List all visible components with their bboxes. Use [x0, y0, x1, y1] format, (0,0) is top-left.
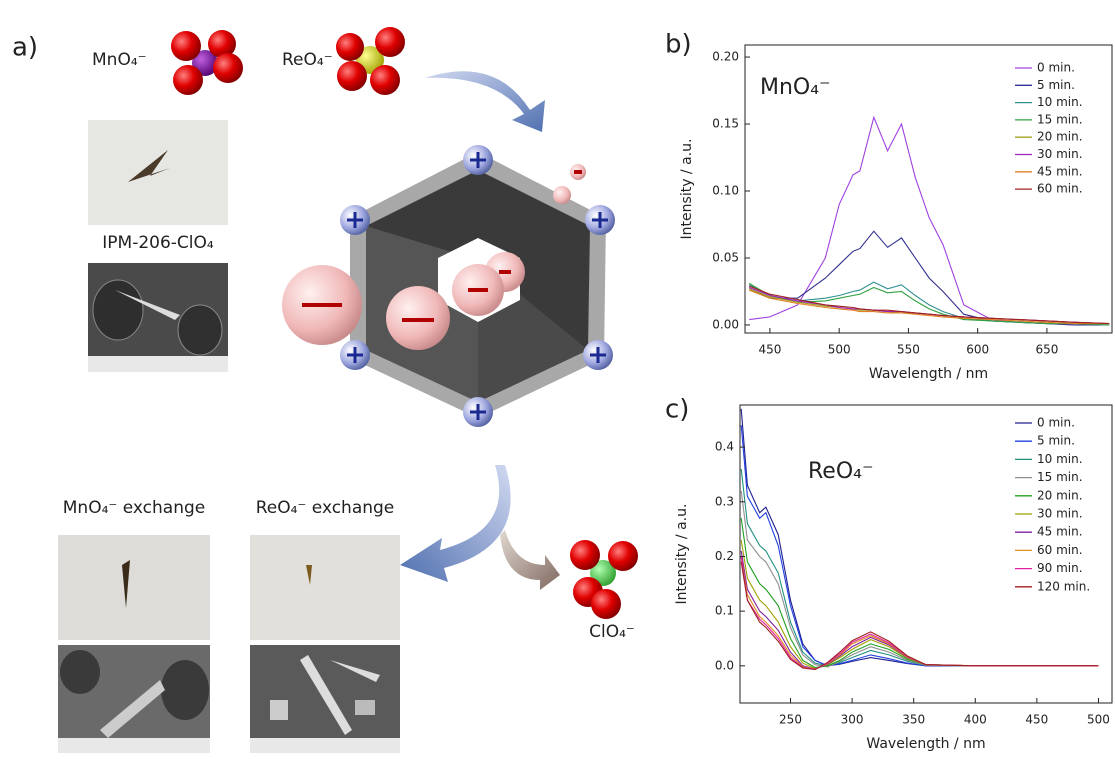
panel-a: a) MnO₄⁻ ReO₄⁻ IPM-206-ClO₄ ClO₄⁻ MnO: [12, 27, 638, 753]
y-tick-label: 0.1: [715, 604, 734, 618]
ion-label: MnO₄⁻: [92, 50, 147, 70]
x-axis-label: Wavelength / nm: [866, 736, 985, 752]
photo-label: MnO₄⁻ exchange: [63, 498, 206, 518]
x-tick-label: 400: [964, 713, 987, 727]
figure: a) MnO₄⁻ ReO₄⁻ IPM-206-ClO₄ ClO₄⁻ MnO: [0, 0, 1115, 755]
legend-label: 5 min.: [1037, 78, 1075, 92]
series-line: [741, 540, 1098, 669]
y-tick-label: 0.3: [715, 494, 734, 508]
y-tick-label: 0.00: [712, 317, 739, 331]
x-tick-label: 300: [841, 713, 864, 727]
legend-label: 30 min.: [1037, 147, 1083, 161]
legend-label: 20 min.: [1037, 488, 1083, 502]
annotation: MnO₄⁻: [760, 75, 831, 100]
x-tick-label: 500: [828, 343, 851, 357]
legend-label: 30 min.: [1037, 507, 1083, 521]
mno4-molecule: [171, 30, 243, 95]
legend-label: 120 min.: [1037, 579, 1090, 593]
photo-label: ReO₄⁻ exchange: [256, 498, 395, 518]
y-axis-label: Intensity / a.u.: [679, 139, 695, 240]
legend-label: 45 min.: [1037, 525, 1083, 539]
legend-label: 15 min.: [1037, 112, 1083, 126]
legend-label: 10 min.: [1037, 95, 1083, 109]
sample-label: IPM-206-ClO₄: [102, 233, 214, 253]
y-tick-label: 0.10: [712, 184, 739, 198]
x-tick-label: 650: [1035, 343, 1058, 357]
chart: b) 450 500 550 600 650 0.00 0.05 0.10 0.15 0.20 Wav…: [665, 30, 1112, 383]
y-axis-label: Intensity / a.u.: [674, 504, 690, 605]
legend-label: 20 min.: [1037, 130, 1083, 144]
arrow: [500, 530, 560, 590]
chart: c) 250 300 350 400 450 500 0.0 0.1 0.2 0.3 0.4 Wavel…: [665, 395, 1112, 753]
arrow: [425, 71, 545, 132]
x-tick-label: 550: [897, 343, 920, 357]
x-tick-label: 250: [779, 713, 802, 727]
series-line: [749, 231, 1109, 325]
legend-label: 0 min.: [1037, 61, 1075, 75]
legend-label: 60 min.: [1037, 182, 1083, 196]
legend-label: 10 min.: [1037, 452, 1083, 466]
photo: [58, 535, 210, 640]
y-tick-label: 0.2: [715, 549, 734, 563]
legend-label: 45 min.: [1037, 164, 1083, 178]
arrow: [400, 465, 511, 582]
series-line: [749, 288, 1109, 324]
x-tick-label: 600: [966, 343, 989, 357]
panel-label: c): [665, 395, 689, 425]
y-tick-label: 0.15: [712, 117, 739, 131]
legend-label: 0 min.: [1037, 416, 1075, 430]
x-tick-label: 450: [1025, 713, 1048, 727]
ion-label: ClO₄⁻: [589, 622, 635, 642]
x-tick-label: 500: [1087, 713, 1110, 727]
ion-label: ReO₄⁻: [282, 50, 333, 70]
photo: [250, 535, 400, 640]
reo4-molecule: [336, 27, 405, 95]
y-tick-label: 0.05: [712, 250, 739, 264]
panel-label: a): [12, 33, 38, 63]
annotation: ReO₄⁻: [808, 459, 874, 484]
y-tick-label: 0.0: [715, 658, 734, 672]
x-tick-label: 350: [902, 713, 925, 727]
clo4-molecule: [570, 540, 638, 619]
legend-label: 15 min.: [1037, 470, 1083, 484]
legend-label: 90 min.: [1037, 561, 1083, 575]
legend-label: 5 min.: [1037, 434, 1075, 448]
panel-label: b): [665, 30, 692, 60]
x-axis-label: Wavelength / nm: [869, 366, 988, 382]
x-tick-label: 450: [758, 343, 781, 357]
y-tick-label: 0.4: [715, 440, 734, 454]
y-tick-label: 0.20: [712, 50, 739, 64]
legend-label: 60 min.: [1037, 543, 1083, 557]
